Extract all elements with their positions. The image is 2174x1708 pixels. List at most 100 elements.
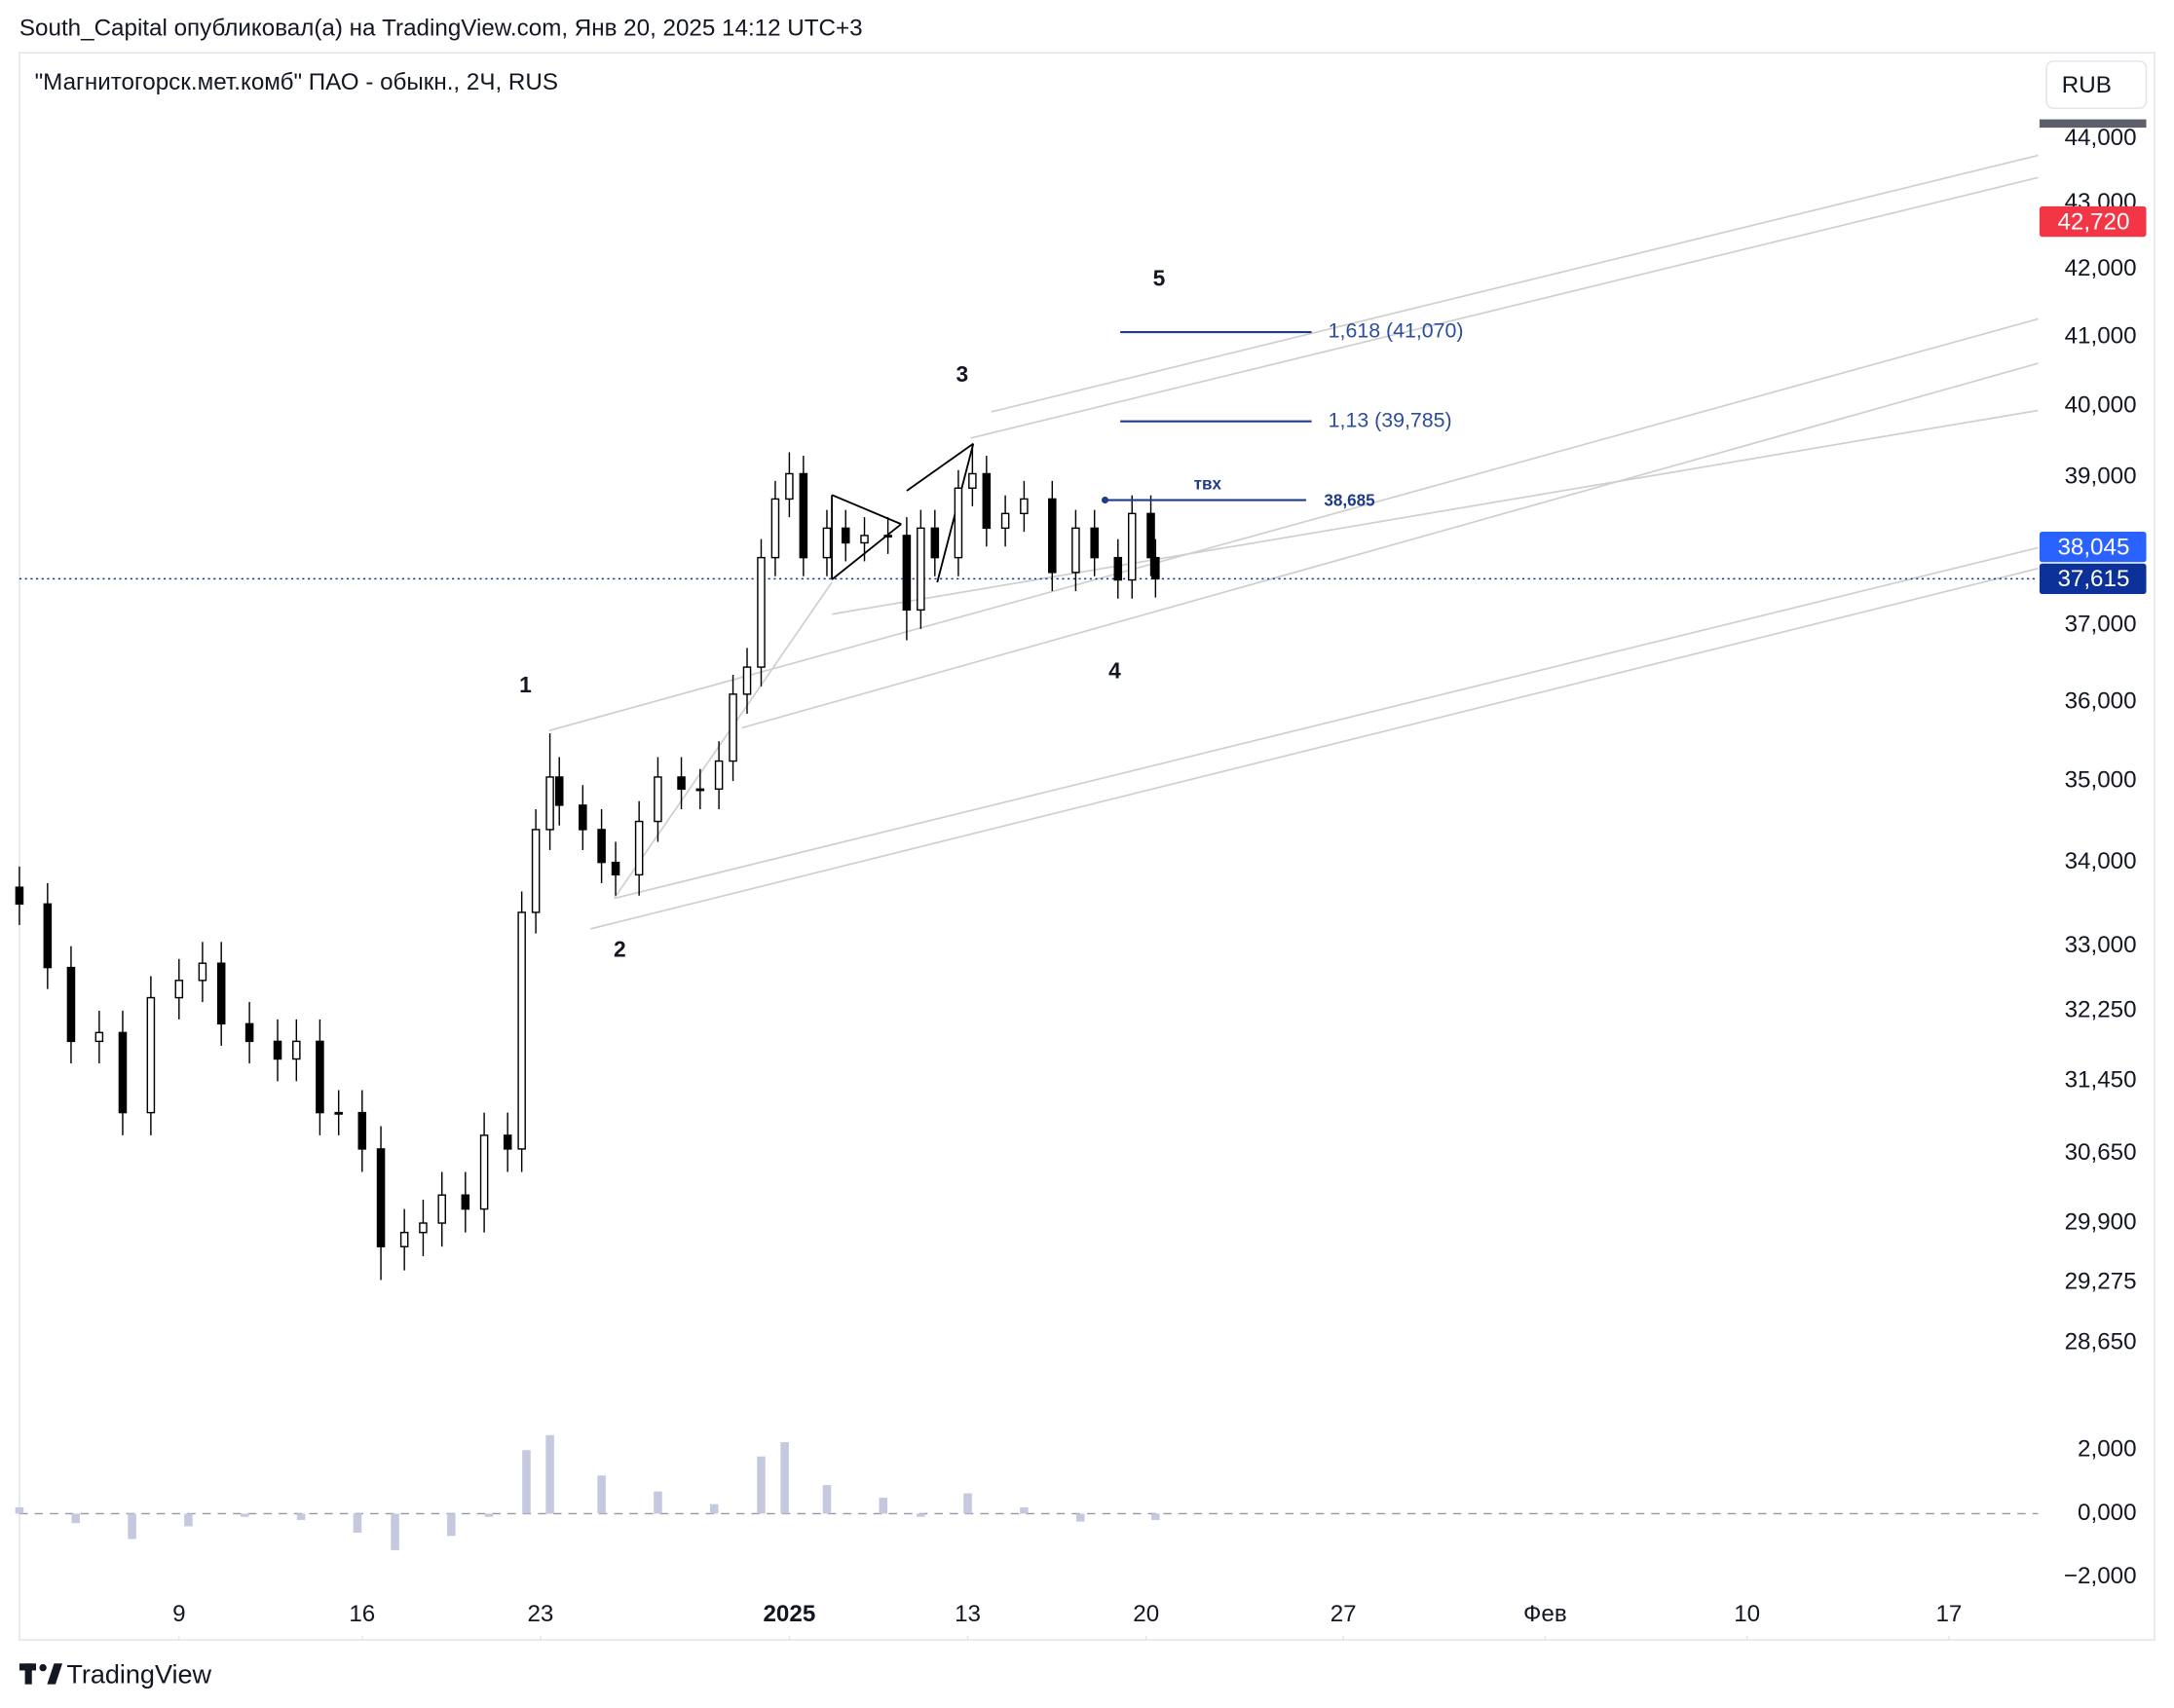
osc-bar (391, 1513, 399, 1550)
osc-tick-label: 2,000 (2078, 1436, 2137, 1463)
candle-body (742, 666, 752, 695)
price-tag-label: 42,720 (2057, 208, 2129, 235)
x-tick-label: Фев (1523, 1601, 1567, 1627)
x-tick-label: 9 (172, 1601, 185, 1627)
osc-bar (184, 1513, 193, 1527)
candle-body (316, 1040, 324, 1114)
candle-body (531, 829, 541, 913)
candle-body (695, 788, 705, 792)
osc-bar (879, 1498, 888, 1514)
currency: RUB (2062, 72, 2112, 98)
osc-tick-label: −2,000 (2064, 1563, 2137, 1589)
candle-body (517, 911, 526, 1150)
price-tag (2039, 531, 2147, 563)
osc-bar (963, 1493, 972, 1514)
candle-body (545, 776, 554, 831)
candle-body (1090, 527, 1099, 559)
x-tick-label: 27 (1331, 1601, 1357, 1627)
candle-body (799, 472, 808, 559)
osc-bar (1075, 1513, 1085, 1522)
brand: TradingView (66, 1659, 211, 1689)
wave-label: 3 (956, 361, 969, 387)
candle-body (1127, 512, 1137, 581)
candle-body (822, 527, 832, 559)
candle-body (461, 1194, 470, 1210)
osc-bar (71, 1513, 81, 1524)
candle-body (479, 1134, 489, 1210)
candle-body (1000, 512, 1010, 530)
candle-body (1071, 527, 1080, 574)
candle-body (611, 861, 620, 876)
candle-body (1020, 498, 1029, 515)
osc-bar (1020, 1506, 1029, 1514)
candle-body (968, 472, 977, 489)
wave-label: 4 (1108, 658, 1121, 684)
candle-body (216, 962, 226, 1025)
candle-body (954, 487, 963, 559)
candle-body (198, 962, 207, 982)
y-tick-label: 31,450 (2065, 1067, 2137, 1094)
wave-label: 1 (519, 672, 532, 697)
fib-label: 1,618 (41,070) (1329, 319, 1464, 343)
candle-body (982, 472, 992, 530)
osc-bar (545, 1434, 554, 1514)
logo (19, 1663, 63, 1685)
osc-bar (447, 1513, 456, 1537)
wave-label: 5 (1153, 266, 1166, 291)
published-line: South_Capital опубликовал(а) на TradingV… (19, 15, 863, 41)
candle-body (357, 1111, 367, 1150)
osc-bar (597, 1475, 606, 1514)
candle-body (714, 760, 724, 791)
osc-bar (128, 1513, 136, 1540)
candle-body (785, 472, 794, 501)
candle-body (917, 527, 925, 612)
candle-body (841, 527, 850, 544)
candle-body (118, 1031, 128, 1114)
candle-body (654, 776, 662, 823)
price-tag-label: 37,615 (2057, 566, 2129, 592)
osc-bar (822, 1485, 832, 1514)
candle-body (437, 1194, 446, 1224)
price-tag (2039, 563, 2147, 595)
x-tick-label: 23 (527, 1601, 553, 1627)
fib-label: 1,13 (39,785) (1329, 408, 1452, 431)
y-tick-label: 28,650 (2065, 1328, 2137, 1355)
osc-bar (757, 1456, 766, 1514)
y-tick-label: 40,000 (2065, 392, 2137, 419)
candle-body (66, 966, 76, 1043)
candle-body (43, 903, 53, 969)
candle-body (554, 776, 564, 806)
y-tick-label: 33,000 (2065, 932, 2137, 958)
candle-body (1113, 556, 1123, 581)
trend-lines (548, 154, 2039, 930)
candle-body (174, 980, 184, 999)
x-tick-label: 20 (1133, 1601, 1159, 1627)
currency-button[interactable] (2045, 60, 2148, 109)
candle-body (757, 556, 766, 668)
candle-body (1151, 556, 1160, 580)
price-tag (2039, 205, 2147, 238)
osc-bar (484, 1513, 494, 1517)
x-tick-label: 13 (955, 1601, 981, 1627)
candle-body (902, 535, 912, 612)
scale-marker (2039, 119, 2147, 129)
osc-tick-label: 0,000 (2078, 1500, 2137, 1526)
candle-body (1146, 512, 1155, 559)
y-tick-label: 44,000 (2065, 125, 2137, 151)
price-tag-label: 38,045 (2057, 534, 2129, 560)
x-tick-label: 17 (1935, 1601, 1962, 1627)
pattern-lines (831, 442, 975, 583)
candle-body (930, 527, 940, 559)
candle-body (419, 1222, 428, 1234)
x-tick-label: 10 (1734, 1601, 1760, 1627)
y-tick-label: 29,275 (2065, 1268, 2137, 1294)
osc-bar (917, 1513, 925, 1517)
osc-bar (15, 1506, 24, 1514)
y-tick-label: 34,000 (2065, 848, 2137, 874)
candle-body (292, 1040, 301, 1060)
y-tick-label: 39,000 (2065, 464, 2137, 490)
candle-body (729, 693, 737, 762)
candle-body (146, 996, 156, 1114)
y-tick-label: 35,000 (2065, 766, 2137, 793)
